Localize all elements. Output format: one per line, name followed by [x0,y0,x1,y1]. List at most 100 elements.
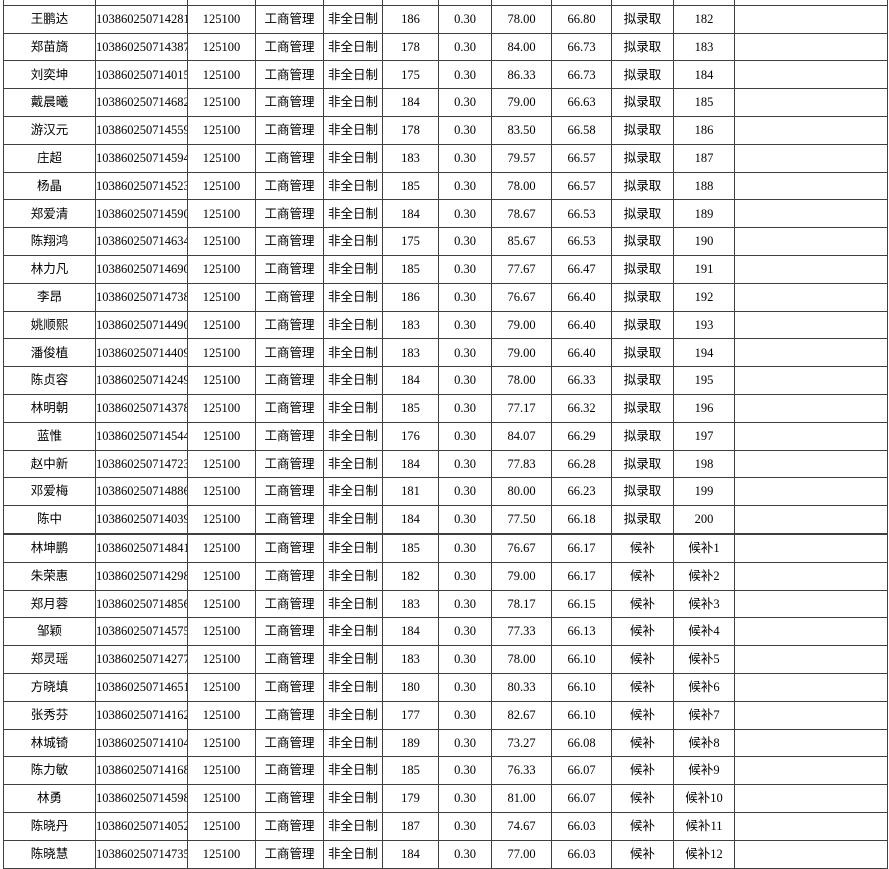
cell-score-b[interactable]: 79.00 [491,338,552,368]
cell-major[interactable]: 工商管理 [255,227,324,256]
cell-blank[interactable] [734,645,888,674]
cell-candidate-id[interactable]: 103860250714856 [95,589,188,619]
cell-status[interactable]: 拟录取 [611,143,674,173]
cell-major[interactable]: 工商管理 [255,282,324,312]
cell-status[interactable]: 拟录取 [611,115,674,145]
cell-weight[interactable]: 0.30 [438,366,492,395]
cell-status[interactable]: 候补 [611,645,674,674]
cell-major-code[interactable]: 125100 [187,199,256,229]
cell-weighted-total[interactable]: 66.73 [551,60,612,90]
cell-weighted-total[interactable]: 66.73 [551,32,612,62]
cell-blank[interactable] [734,561,888,591]
cell-score-a[interactable]: 187 [382,811,439,841]
cell-candidate-id[interactable]: 103860250714490 [95,310,188,340]
cell-score-b[interactable]: 77.67 [491,254,552,284]
cell-weight[interactable]: 0.30 [438,617,492,647]
cell-score-b[interactable]: 77.33 [491,617,552,647]
cell-score-b[interactable]: 83.50 [491,115,552,145]
cell-name[interactable]: 庄超 [3,143,96,173]
cell-major[interactable]: 工商管理 [255,366,324,395]
cell-weighted-total[interactable]: 66.40 [551,338,612,368]
cell-blank[interactable] [734,115,888,145]
cell-study-mode[interactable]: 非全日制 [323,756,383,786]
cell-name[interactable]: 陈晓丹 [3,811,96,841]
cell-rank[interactable]: 候补8 [673,728,735,758]
cell-study-mode[interactable]: 非全日制 [323,672,383,702]
cell-score-a[interactable]: 181 [382,477,439,507]
cell-blank[interactable] [734,32,888,62]
cell-study-mode[interactable]: 非全日制 [323,393,383,423]
cell-weighted-total[interactable]: 66.10 [551,645,612,674]
cell-score-b[interactable]: 79.00 [491,310,552,340]
cell-weight[interactable]: 0.30 [438,60,492,90]
cell-score-b[interactable]: 86.33 [491,60,552,90]
cell-weighted-total[interactable]: 66.53 [551,227,612,256]
cell-status[interactable]: 拟录取 [611,254,674,284]
cell-status[interactable]: 拟录取 [611,505,674,535]
cell-score-a[interactable]: 185 [382,171,439,201]
cell-rank[interactable]: 191 [673,254,735,284]
cell-score-b[interactable]: 78.67 [491,199,552,229]
cell-score-b[interactable]: 77.17 [491,393,552,423]
cell-weight[interactable]: 0.30 [438,645,492,674]
cell-candidate-id[interactable]: 103860250714162 [95,700,188,730]
cell-weight[interactable]: 0.30 [438,32,492,62]
cell-rank[interactable]: 190 [673,227,735,256]
cell-weight[interactable]: 0.30 [438,561,492,591]
cell-weighted-total[interactable]: 66.08 [551,728,612,758]
cell-name[interactable]: 李昂 [3,282,96,312]
cell-name[interactable]: 陈贞容 [3,366,96,395]
cell-score-a[interactable]: 184 [382,366,439,395]
cell-score-a[interactable]: 176 [382,421,439,451]
cell-major-code[interactable]: 125100 [187,171,256,201]
cell-rank[interactable]: 候补6 [673,672,735,702]
cell-score-a[interactable]: 184 [382,505,439,535]
cell-name[interactable]: 林力凡 [3,254,96,284]
cell-major-code[interactable]: 125100 [187,756,256,786]
cell-study-mode[interactable]: 非全日制 [323,700,383,730]
cell-weight[interactable]: 0.30 [438,4,492,34]
cell-weighted-total[interactable]: 66.10 [551,672,612,702]
cell-rank[interactable]: 候补12 [673,839,735,869]
cell-rank[interactable]: 193 [673,310,735,340]
cell-major[interactable]: 工商管理 [255,171,324,201]
cell-major-code[interactable]: 125100 [187,811,256,841]
cell-weighted-total[interactable]: 66.57 [551,143,612,173]
cell-candidate-id[interactable]: 103860250714723 [95,449,188,479]
cell-name[interactable]: 林勇 [3,784,96,813]
cell-candidate-id[interactable]: 103860250714378 [95,393,188,423]
cell-candidate-id[interactable]: 103860250714651 [95,672,188,702]
cell-score-a[interactable]: 183 [382,143,439,173]
cell-weighted-total[interactable]: 66.17 [551,561,612,591]
cell-weighted-total[interactable]: 66.47 [551,254,612,284]
cell-name[interactable]: 邓爱梅 [3,477,96,507]
cell-weight[interactable]: 0.30 [438,505,492,535]
cell-rank[interactable]: 192 [673,282,735,312]
cell-rank[interactable]: 候补9 [673,756,735,786]
cell-study-mode[interactable]: 非全日制 [323,338,383,368]
cell-score-a[interactable]: 189 [382,728,439,758]
cell-score-a[interactable]: 179 [382,784,439,813]
cell-candidate-id[interactable]: 103860250714298 [95,561,188,591]
cell-score-b[interactable]: 82.67 [491,700,552,730]
cell-blank[interactable] [734,143,888,173]
cell-score-b[interactable]: 78.00 [491,4,552,34]
cell-study-mode[interactable]: 非全日制 [323,171,383,201]
cell-name[interactable]: 陈晓慧 [3,839,96,869]
cell-weighted-total[interactable]: 66.80 [551,4,612,34]
cell-candidate-id[interactable]: 103860250714682 [95,88,188,117]
cell-study-mode[interactable]: 非全日制 [323,421,383,451]
cell-major[interactable]: 工商管理 [255,88,324,117]
cell-study-mode[interactable]: 非全日制 [323,589,383,619]
cell-candidate-id[interactable]: 103860250714039 [95,505,188,535]
cell-major[interactable]: 工商管理 [255,784,324,813]
cell-major-code[interactable]: 125100 [187,227,256,256]
cell-weighted-total[interactable]: 66.28 [551,449,612,479]
cell-weight[interactable]: 0.30 [438,839,492,869]
cell-blank[interactable] [734,254,888,284]
cell-name[interactable]: 姚顺熙 [3,310,96,340]
cell-score-a[interactable]: 186 [382,282,439,312]
cell-rank[interactable]: 186 [673,115,735,145]
cell-blank[interactable] [734,60,888,90]
cell-status[interactable]: 拟录取 [611,4,674,34]
